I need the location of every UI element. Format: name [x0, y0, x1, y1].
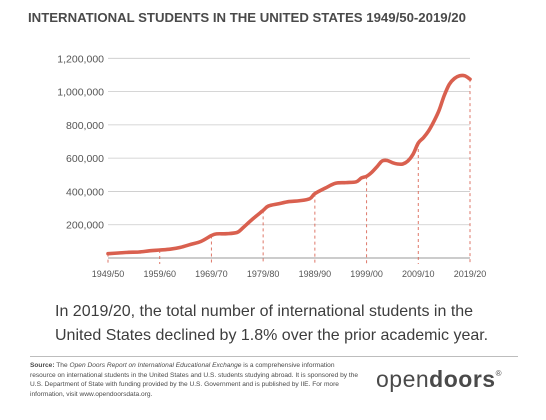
source-pre: The [54, 362, 70, 369]
series-line [106, 73, 472, 256]
x-tick-label: 1949/50 [92, 269, 125, 279]
chart-title: INTERNATIONAL STUDENTS IN THE UNITED STA… [28, 10, 466, 25]
source-report-name: Open Doors Report on International Educa… [69, 362, 242, 369]
x-tick-label: 1989/90 [299, 269, 332, 279]
logo-registered-mark: ® [495, 369, 502, 378]
x-tick-label: 2019/20 [454, 269, 487, 279]
y-tick-label: 800,000 [66, 120, 104, 132]
footer-divider [30, 356, 518, 357]
source-post: is a comprehensive information resource … [30, 362, 359, 398]
line-chart: 200,000 400,000 600,000 800,000 1,000,000 1,2… [57, 53, 487, 279]
logo-open: open [376, 366, 430, 392]
x-tick-label: 1959/60 [143, 269, 176, 279]
logo-doors: doors [429, 366, 496, 392]
y-axis-tick-labels: 200,000 400,000 600,000 800,000 1,000,000 1,2… [57, 53, 104, 231]
x-axis-tick-labels: 1949/50 1959/60 1969/70 1979/80 1989/90 1999/… [92, 269, 487, 279]
y-tick-label: 200,000 [66, 220, 104, 232]
source-label: Source: [30, 362, 55, 369]
y-tick-label: 1,200,000 [57, 53, 104, 65]
decade-drop-lines [107, 79, 471, 264]
x-tick-label: 1969/70 [195, 269, 228, 279]
x-tick-label: 1999/00 [350, 269, 383, 279]
gridlines [108, 57, 470, 259]
y-tick-label: 400,000 [66, 186, 104, 198]
opendoors-logo: opendoors® [376, 366, 502, 393]
y-tick-label: 1,000,000 [57, 87, 104, 99]
summary-caption: In 2019/20, the total number of internat… [55, 303, 489, 344]
source-note: Source: The Open Doors Report on Interna… [30, 361, 360, 399]
x-tick-label: 1979/80 [247, 269, 280, 279]
x-tick-label: 2009/10 [402, 269, 435, 279]
y-tick-label: 600,000 [66, 153, 104, 165]
